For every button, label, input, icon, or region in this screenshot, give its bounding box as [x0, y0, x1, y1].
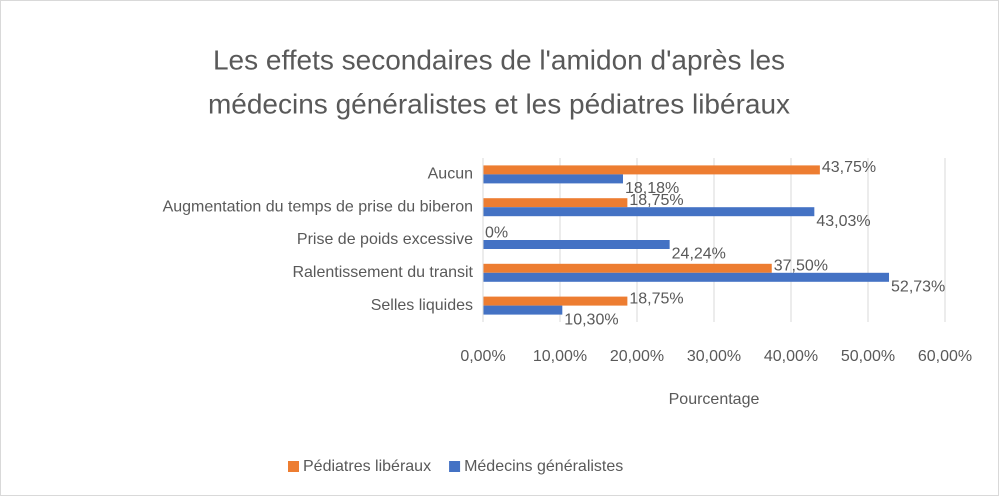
y-tick-label: Ralentissement du transit — [292, 264, 473, 281]
x-axis-label: Pourcentage — [669, 391, 760, 408]
bar — [483, 296, 628, 306]
x-tick-label: 0,00% — [460, 348, 505, 365]
bar — [483, 272, 890, 282]
value-label: 43,75% — [822, 159, 876, 176]
bar — [483, 207, 815, 217]
legend-label: Médecins généralistes — [464, 458, 623, 475]
value-label: 0% — [485, 225, 508, 242]
value-label: 10,30% — [564, 311, 618, 328]
bar — [483, 198, 628, 208]
value-label: 52,73% — [891, 279, 945, 296]
bar — [483, 305, 563, 315]
legend-swatch — [449, 461, 461, 472]
chart-title: Les effets secondaires de l'amidon d'apr… — [213, 44, 785, 75]
bar — [483, 263, 772, 273]
value-label: 24,24% — [672, 246, 726, 263]
legend-label: Pédiatres libéraux — [303, 458, 431, 475]
y-tick-label: Selles liquides — [371, 297, 473, 314]
y-tick-label: Prise de poids excessive — [297, 231, 473, 248]
y-tick-label: Augmentation du temps de prise du bibero… — [163, 198, 473, 215]
value-label: 37,50% — [774, 258, 828, 275]
x-tick-label: 10,00% — [533, 348, 587, 365]
bar — [483, 165, 820, 175]
x-tick-label: 40,00% — [764, 348, 818, 365]
bar — [483, 174, 623, 184]
bar — [483, 240, 670, 249]
value-label: 18,75% — [629, 290, 683, 307]
chart-title: médecins généralistes et les pédiatres l… — [208, 88, 790, 119]
x-tick-label: 20,00% — [610, 348, 664, 365]
x-tick-label: 30,00% — [687, 348, 741, 365]
value-label: 43,03% — [816, 213, 870, 230]
x-tick-label: 50,00% — [841, 348, 895, 365]
legend-swatch — [288, 461, 299, 472]
x-tick-label: 60,00% — [918, 348, 972, 365]
value-label: 18,18% — [625, 180, 679, 197]
y-tick-label: Aucun — [428, 166, 473, 183]
value-label: 18,75% — [629, 192, 683, 209]
